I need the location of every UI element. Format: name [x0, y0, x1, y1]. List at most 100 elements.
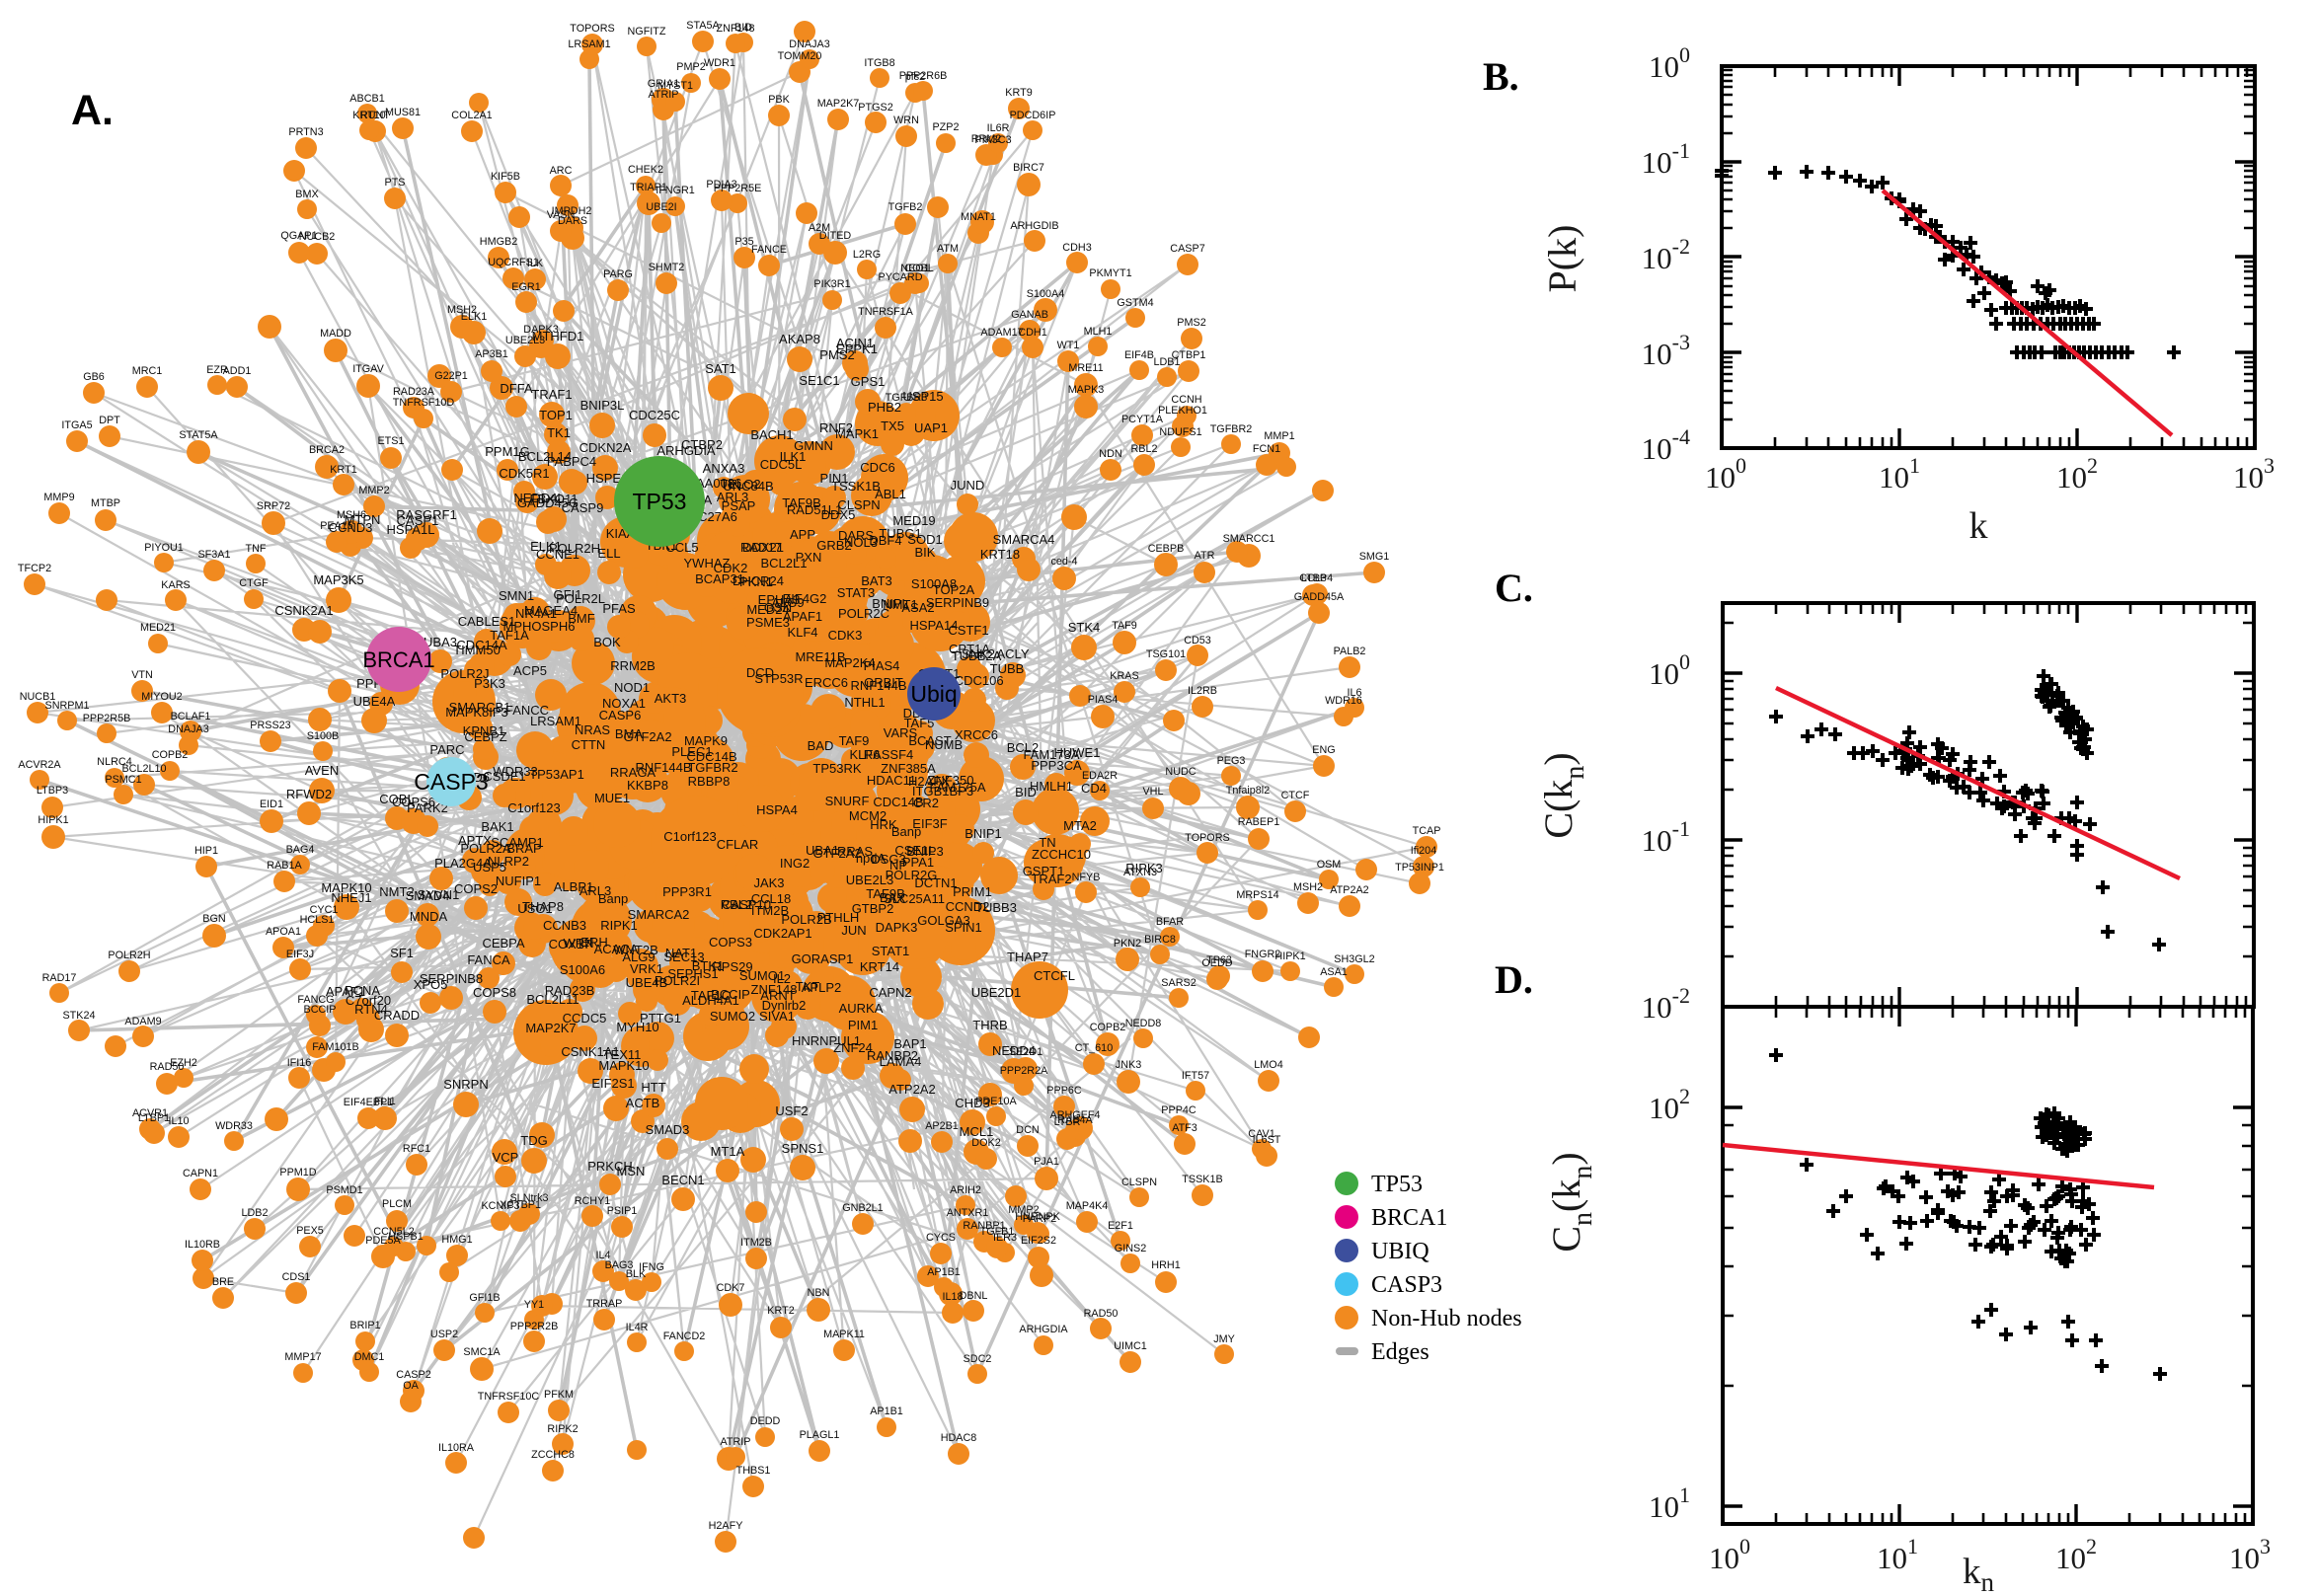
svg-text:ITGB1BP3: ITGB1BP3	[912, 784, 973, 798]
svg-text:KLF4: KLF4	[787, 625, 817, 640]
svg-text:NP: NP	[889, 858, 907, 873]
svg-text:Banp: Banp	[598, 891, 628, 906]
svg-text:CRADD: CRADD	[374, 1008, 420, 1023]
svg-text:SE1C1: SE1C1	[799, 373, 839, 388]
svg-text:TELO2: TELO2	[720, 477, 760, 492]
svg-text:CCL3: CCL3	[1299, 572, 1327, 584]
svg-text:CASP7: CASP7	[1170, 243, 1204, 255]
svg-text:C.: C.	[1495, 566, 1533, 610]
svg-text:MMP1: MMP1	[1264, 430, 1294, 442]
svg-text:S100A8: S100A8	[911, 576, 957, 591]
svg-text:k: k	[1969, 505, 1988, 547]
svg-text:RASSF4: RASSF4	[864, 747, 914, 762]
svg-text:MUE1: MUE1	[594, 791, 630, 805]
svg-text:CDS1: CDS1	[282, 1271, 311, 1283]
svg-text:EIF3F: EIF3F	[912, 816, 947, 831]
svg-text:103: 103	[2229, 1534, 2271, 1575]
svg-text:BRCA2: BRCA2	[309, 444, 345, 456]
svg-text:BACH1: BACH1	[750, 427, 793, 442]
svg-text:POLR2L: POLR2L	[556, 591, 605, 606]
svg-text:RNF144B: RNF144B	[850, 678, 906, 693]
svg-text:BCAST: BCAST	[908, 733, 951, 748]
svg-text:DOK2: DOK2	[971, 1137, 1000, 1149]
svg-text:EID1: EID1	[260, 798, 283, 810]
svg-text:ASA1: ASA1	[1320, 966, 1348, 978]
svg-text:H2AFX: H2AFX	[908, 774, 950, 789]
svg-text:CSNK1A1: CSNK1A1	[561, 1044, 619, 1059]
svg-text:PMS2: PMS2	[819, 347, 854, 362]
svg-text:ZNF24: ZNF24	[833, 1040, 873, 1055]
svg-text:TRAF2: TRAF2	[1031, 872, 1071, 886]
svg-text:IFT57: IFT57	[1182, 1070, 1209, 1082]
svg-text:MUS81: MUS81	[385, 107, 421, 118]
svg-text:LMO4: LMO4	[1254, 1059, 1282, 1071]
svg-text:CDKN2A: CDKN2A	[579, 440, 632, 455]
svg-text:RASGRF1: RASGRF1	[396, 507, 456, 522]
svg-text:BCAP31: BCAP31	[695, 571, 744, 586]
svg-text:CD53: CD53	[1184, 635, 1211, 646]
svg-text:STP53R: STP53R	[754, 671, 803, 686]
svg-text:STK4: STK4	[1068, 620, 1101, 635]
svg-text:TP53RK: TP53RK	[812, 761, 861, 776]
svg-text:GOLGA3: GOLGA3	[917, 913, 969, 928]
svg-text:TKT: TKT	[796, 979, 820, 994]
svg-text:DBF4: DBF4	[869, 533, 901, 548]
svg-text:RIPK2: RIPK2	[547, 1423, 578, 1435]
svg-text:MAPK10: MAPK10	[598, 1058, 649, 1073]
svg-text:FNGR2: FNGR2	[1245, 949, 1281, 960]
svg-text:TX5: TX5	[881, 418, 904, 433]
svg-text:POLR2A: POLR2A	[460, 841, 511, 856]
svg-text:101: 101	[1649, 1482, 1690, 1524]
svg-text:KCNIP3: KCNIP3	[481, 1200, 519, 1212]
svg-text:PPM1D: PPM1D	[279, 1167, 316, 1178]
svg-text:RBL2: RBL2	[721, 897, 753, 912]
svg-text:PEG3: PEG3	[1217, 755, 1246, 767]
svg-text:ZCCHC10: ZCCHC10	[1032, 847, 1091, 862]
svg-text:SMARCC1: SMARCC1	[1223, 533, 1275, 545]
svg-text:POLR2H: POLR2H	[108, 950, 150, 961]
svg-text:PPP2R6B: PPP2R6B	[899, 70, 948, 82]
svg-text:P35: P35	[734, 236, 753, 248]
svg-text:PLCM: PLCM	[382, 1198, 412, 1210]
svg-text:BIRC8: BIRC8	[1144, 934, 1176, 946]
svg-text:BMX: BMX	[295, 189, 318, 200]
svg-text:SNRPM1: SNRPM1	[45, 700, 90, 712]
svg-text:ABL1: ABL1	[875, 487, 906, 501]
svg-text:SMC1A: SMC1A	[463, 1346, 501, 1358]
svg-text:CASP3: CASP3	[414, 769, 488, 795]
svg-text:USF2: USF2	[775, 1103, 808, 1118]
svg-text:BAG3: BAG3	[605, 1259, 634, 1271]
svg-text:POLR2I: POLR2I	[655, 973, 700, 988]
svg-text:BIK: BIK	[915, 545, 936, 560]
svg-text:MSN: MSN	[617, 1164, 646, 1178]
svg-text:NUFIP1: NUFIP1	[496, 874, 541, 888]
svg-text:EIF2S2: EIF2S2	[1021, 1235, 1056, 1247]
svg-text:LRSAM1: LRSAM1	[530, 714, 581, 728]
svg-text:KRAS: KRAS	[1110, 670, 1138, 682]
svg-text:EIF4G2: EIF4G2	[783, 591, 827, 606]
svg-text:ASA2: ASA2	[901, 600, 934, 615]
svg-text:CLSPN: CLSPN	[1121, 1177, 1157, 1188]
svg-text:CDK2: CDK2	[714, 561, 748, 575]
svg-text:ETS1: ETS1	[377, 435, 404, 447]
svg-text:RAD50: RAD50	[1084, 1308, 1119, 1320]
svg-text:OEDD: OEDD	[1201, 957, 1232, 969]
svg-text:MED24: MED24	[746, 602, 789, 617]
svg-text:CEBPZ: CEBPZ	[464, 729, 506, 744]
svg-text:MAP2K7: MAP2K7	[817, 98, 860, 110]
svg-text:APOA1: APOA1	[266, 926, 301, 938]
svg-text:POLR2B: POLR2B	[781, 912, 831, 927]
svg-text:MED19: MED19	[892, 513, 935, 528]
svg-text:SNK2: SNK2	[962, 646, 995, 661]
svg-text:BMF: BMF	[568, 611, 595, 626]
svg-text:DPT: DPT	[99, 415, 120, 426]
svg-text:ATRIP: ATRIP	[721, 1436, 751, 1448]
svg-text:Ubiq: Ubiq	[910, 681, 957, 707]
svg-text:KRT2: KRT2	[767, 1305, 794, 1317]
svg-text:HRK: HRK	[870, 817, 897, 832]
svg-text:S100A6: S100A6	[560, 962, 605, 977]
svg-text:BLK: BLK	[626, 1268, 647, 1280]
svg-text:BIRC7: BIRC7	[1013, 162, 1044, 174]
svg-text:IL10RB: IL10RB	[185, 1239, 220, 1251]
svg-text:TP53INP1: TP53INP1	[1395, 862, 1444, 874]
